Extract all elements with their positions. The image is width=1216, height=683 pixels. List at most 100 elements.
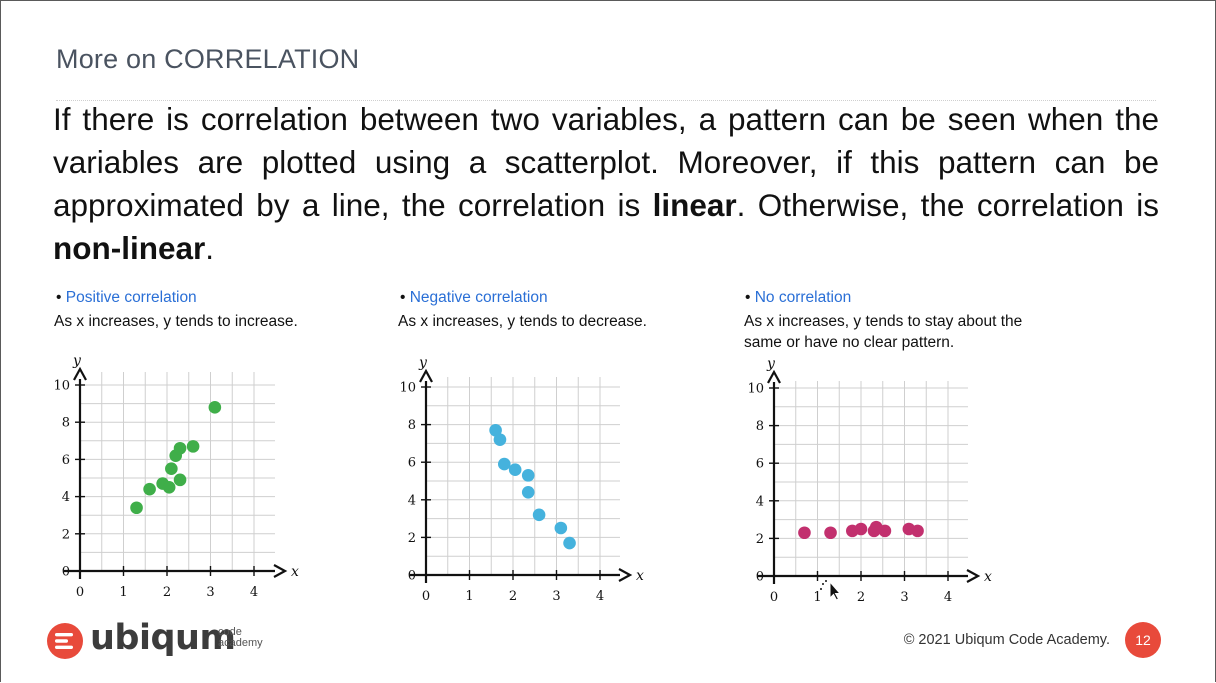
ubiqum-logo-icon <box>47 623 83 659</box>
body-emphasis: non-linear <box>53 230 206 266</box>
x-tick-label: 3 <box>206 585 214 600</box>
y-tick-label: 8 <box>408 418 416 433</box>
panel-desc-none: As x increases, y tends to stay about th… <box>744 311 1022 353</box>
data-point <box>143 482 156 496</box>
body-segment: . Otherwise, the correlation is <box>736 187 1159 223</box>
y-tick-label: 0 <box>408 569 416 584</box>
x-tick-label: 0 <box>76 585 84 600</box>
x-tick-label: 3 <box>552 589 560 604</box>
data-point <box>854 522 868 536</box>
x-tick-label: 4 <box>596 589 604 604</box>
data-point <box>563 536 576 550</box>
data-point <box>554 521 568 535</box>
y-axis-label: y <box>766 356 776 372</box>
x-tick-label: 0 <box>770 590 778 605</box>
y-tick-label: 10 <box>747 382 764 397</box>
y-tick-label: 6 <box>756 457 764 472</box>
grid <box>774 381 968 576</box>
data-point <box>798 526 811 540</box>
data-point <box>521 469 535 482</box>
y-tick-label: 10 <box>399 381 416 396</box>
y-axis-label: y <box>418 355 428 371</box>
bullet-icon: • <box>56 289 66 306</box>
grid <box>426 377 620 575</box>
data-point <box>186 440 200 453</box>
panel-title-positive: • Positive correlation <box>56 289 197 307</box>
data-point <box>173 441 187 455</box>
y-tick-label: 0 <box>756 570 764 585</box>
y-tick-label: 8 <box>62 416 70 431</box>
grid <box>80 372 275 571</box>
logo-subtext: code academy <box>218 627 263 649</box>
panel-title-negative-text: Negative correlation <box>409 289 548 306</box>
slide-body-text: If there is correlation between two vari… <box>53 98 1159 270</box>
copyright-text: © 2021 Ubiqum Code Academy. <box>903 632 1110 648</box>
chart-group-1: 0 1 2 3 4 0 2 4 6 8 10 x y <box>399 355 644 604</box>
data-point <box>521 485 535 499</box>
y-tick-label: 0 <box>62 565 70 580</box>
body-segment: . <box>205 230 215 266</box>
x-axis-arrow-icon <box>966 569 981 583</box>
page-number-badge: 12 <box>1125 622 1161 658</box>
x-tick-label: 4 <box>250 585 258 600</box>
panel-title-negative: • Negative correlation <box>400 289 548 307</box>
logo-sub-code: code <box>218 626 242 638</box>
x-tick-label: 1 <box>119 585 127 600</box>
y-tick-label: 4 <box>408 493 416 508</box>
bullet-icon: • <box>400 289 410 306</box>
y-tick-label: 2 <box>62 527 70 542</box>
bullet-icon: • <box>745 289 755 306</box>
data-point <box>493 433 507 446</box>
title-divider <box>56 100 1156 101</box>
panel-title-positive-text: Positive correlation <box>65 289 197 306</box>
x-axis-arrow-icon <box>618 568 633 582</box>
logo-word: ubiqum <box>90 618 236 658</box>
data-point <box>532 508 546 522</box>
data-point <box>173 473 187 487</box>
data-point <box>165 462 178 476</box>
x-tick-label: 2 <box>857 590 865 605</box>
y-axis-arrow-icon <box>767 369 781 384</box>
y-tick-label: 2 <box>408 531 416 546</box>
x-tick-label: 3 <box>900 590 908 605</box>
x-axis-label: x <box>984 569 992 585</box>
x-tick-label: 1 <box>465 589 473 604</box>
y-tick-label: 6 <box>408 456 416 471</box>
x-tick-label: 0 <box>422 589 430 604</box>
x-axis-label: x <box>636 568 644 584</box>
data-point <box>208 401 222 414</box>
panel-desc-line: same or have no clear pattern. <box>744 334 955 351</box>
chart-group-0: 0 1 2 3 4 0 2 4 6 8 10 x y <box>53 353 299 600</box>
x-tick-label: 4 <box>944 590 952 605</box>
panel-desc-line: As x increases, y tends to stay about th… <box>744 313 1023 330</box>
y-tick-label: 8 <box>756 419 764 434</box>
y-axis-arrow-icon <box>73 366 87 381</box>
x-tick-label: 2 <box>509 589 517 604</box>
panel-desc-negative: As x increases, y tends to decrease. <box>398 311 647 332</box>
body-segment: If there is correlation between two vari… <box>53 101 1159 223</box>
panel-desc-line: As x increases, y tends to increase. <box>54 313 298 330</box>
data-point <box>498 457 511 471</box>
panel-desc-line: As x increases, y tends to decrease. <box>398 313 647 330</box>
y-tick-label: 2 <box>756 532 764 547</box>
y-tick-label: 10 <box>53 379 70 394</box>
logo-sub-academy: academy <box>218 637 263 649</box>
y-tick-label: 4 <box>756 494 764 509</box>
data-point <box>824 526 837 540</box>
y-axis-arrow-icon <box>419 368 433 383</box>
panel-title-none-text: No correlation <box>754 289 852 306</box>
x-axis-arrow-icon <box>273 564 288 578</box>
x-axis-label: x <box>291 564 299 580</box>
slide-title: More on CORRELATION <box>56 44 360 74</box>
x-tick-label: 1 <box>813 590 821 605</box>
data-point <box>878 524 892 538</box>
y-tick-label: 4 <box>62 490 70 505</box>
y-tick-label: 6 <box>62 453 70 468</box>
panel-title-none: • No correlation <box>745 289 851 307</box>
data-point <box>489 423 502 437</box>
y-axis-label: y <box>72 353 82 369</box>
mouse-cursor-icon <box>820 580 842 601</box>
chart-group-2: 0 1 2 3 4 0 2 4 6 8 10 x y <box>747 356 992 605</box>
data-point <box>130 501 143 515</box>
